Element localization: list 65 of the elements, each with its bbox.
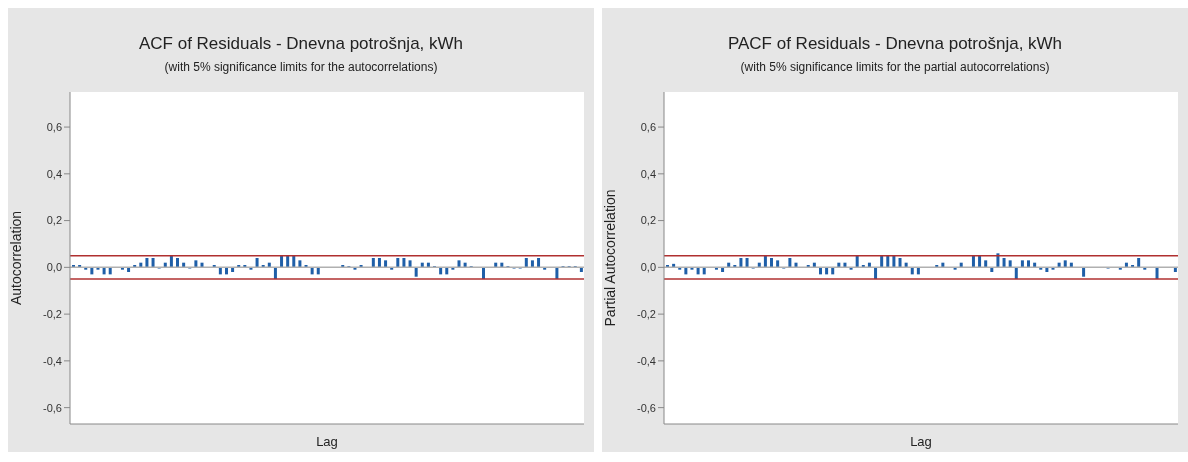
bar xyxy=(745,258,749,268)
x-axis-title: Lag xyxy=(316,434,338,449)
y-tick-label: 0,6 xyxy=(640,120,656,133)
bar xyxy=(384,260,388,268)
bar xyxy=(1082,267,1086,277)
bar xyxy=(537,258,541,268)
bar xyxy=(892,255,896,268)
bar xyxy=(151,258,155,268)
bar xyxy=(524,258,528,268)
bar xyxy=(408,260,412,268)
bar xyxy=(169,255,173,268)
chart-title: ACF of Residuals - Dnevna potrošnja, kWh xyxy=(137,33,465,54)
bar xyxy=(457,260,461,268)
chart-subtitle: (with 5% significance limits for the partial autocorrelations) xyxy=(739,59,1051,74)
bar xyxy=(880,255,884,268)
bar xyxy=(377,258,381,268)
bar xyxy=(886,255,890,268)
y-tick-label: -0,2 xyxy=(43,308,62,321)
y-tick-label: 0,6 xyxy=(46,120,62,133)
bar xyxy=(1027,260,1031,268)
bar xyxy=(1063,260,1067,268)
bar xyxy=(396,258,400,268)
bar xyxy=(286,255,290,268)
bar xyxy=(255,258,259,268)
bar xyxy=(971,255,975,268)
bar xyxy=(763,255,767,268)
bar xyxy=(978,255,982,268)
y-tick-label: -0,4 xyxy=(43,354,62,367)
bar xyxy=(194,260,198,268)
bar xyxy=(788,258,792,268)
y-tick-label: 0,0 xyxy=(46,261,62,274)
y-tick-label: 0,0 xyxy=(640,261,656,274)
y-axis-title: Autocorrelation xyxy=(7,210,24,306)
bar xyxy=(1008,260,1012,268)
y-tick-label: -0,6 xyxy=(637,401,656,414)
bar xyxy=(414,267,418,277)
bar xyxy=(855,255,859,268)
y-tick-label: 0,2 xyxy=(46,214,62,227)
bar xyxy=(402,258,406,268)
bar xyxy=(1002,258,1006,268)
bar xyxy=(145,258,149,268)
bar xyxy=(898,258,902,268)
chart-subtitle: (with 5% significance limits for the autocorrelations) xyxy=(163,59,439,74)
y-tick-label: -0,2 xyxy=(637,308,656,321)
bar xyxy=(770,258,774,268)
bar xyxy=(996,253,1000,268)
x-axis-title: Lag xyxy=(910,434,932,449)
y-tick-label: 0,2 xyxy=(640,214,656,227)
bar xyxy=(776,260,780,268)
bar xyxy=(292,255,296,268)
bar xyxy=(1020,260,1024,268)
bar xyxy=(371,258,375,268)
bar xyxy=(739,258,743,268)
y-tick-label: 0,4 xyxy=(46,167,62,180)
bar xyxy=(298,260,302,268)
bar xyxy=(280,255,284,268)
bar xyxy=(530,260,534,268)
bar xyxy=(176,258,180,268)
bar xyxy=(1137,258,1141,268)
y-axis-title: Partial Autocorrelation xyxy=(601,189,618,327)
chart-title: PACF of Residuals - Dnevna potrošnja, kWh xyxy=(726,33,1064,54)
bar xyxy=(984,260,988,268)
y-tick-label: -0,6 xyxy=(43,401,62,414)
y-tick-label: -0,4 xyxy=(637,354,656,367)
y-tick-label: 0,4 xyxy=(640,167,656,180)
